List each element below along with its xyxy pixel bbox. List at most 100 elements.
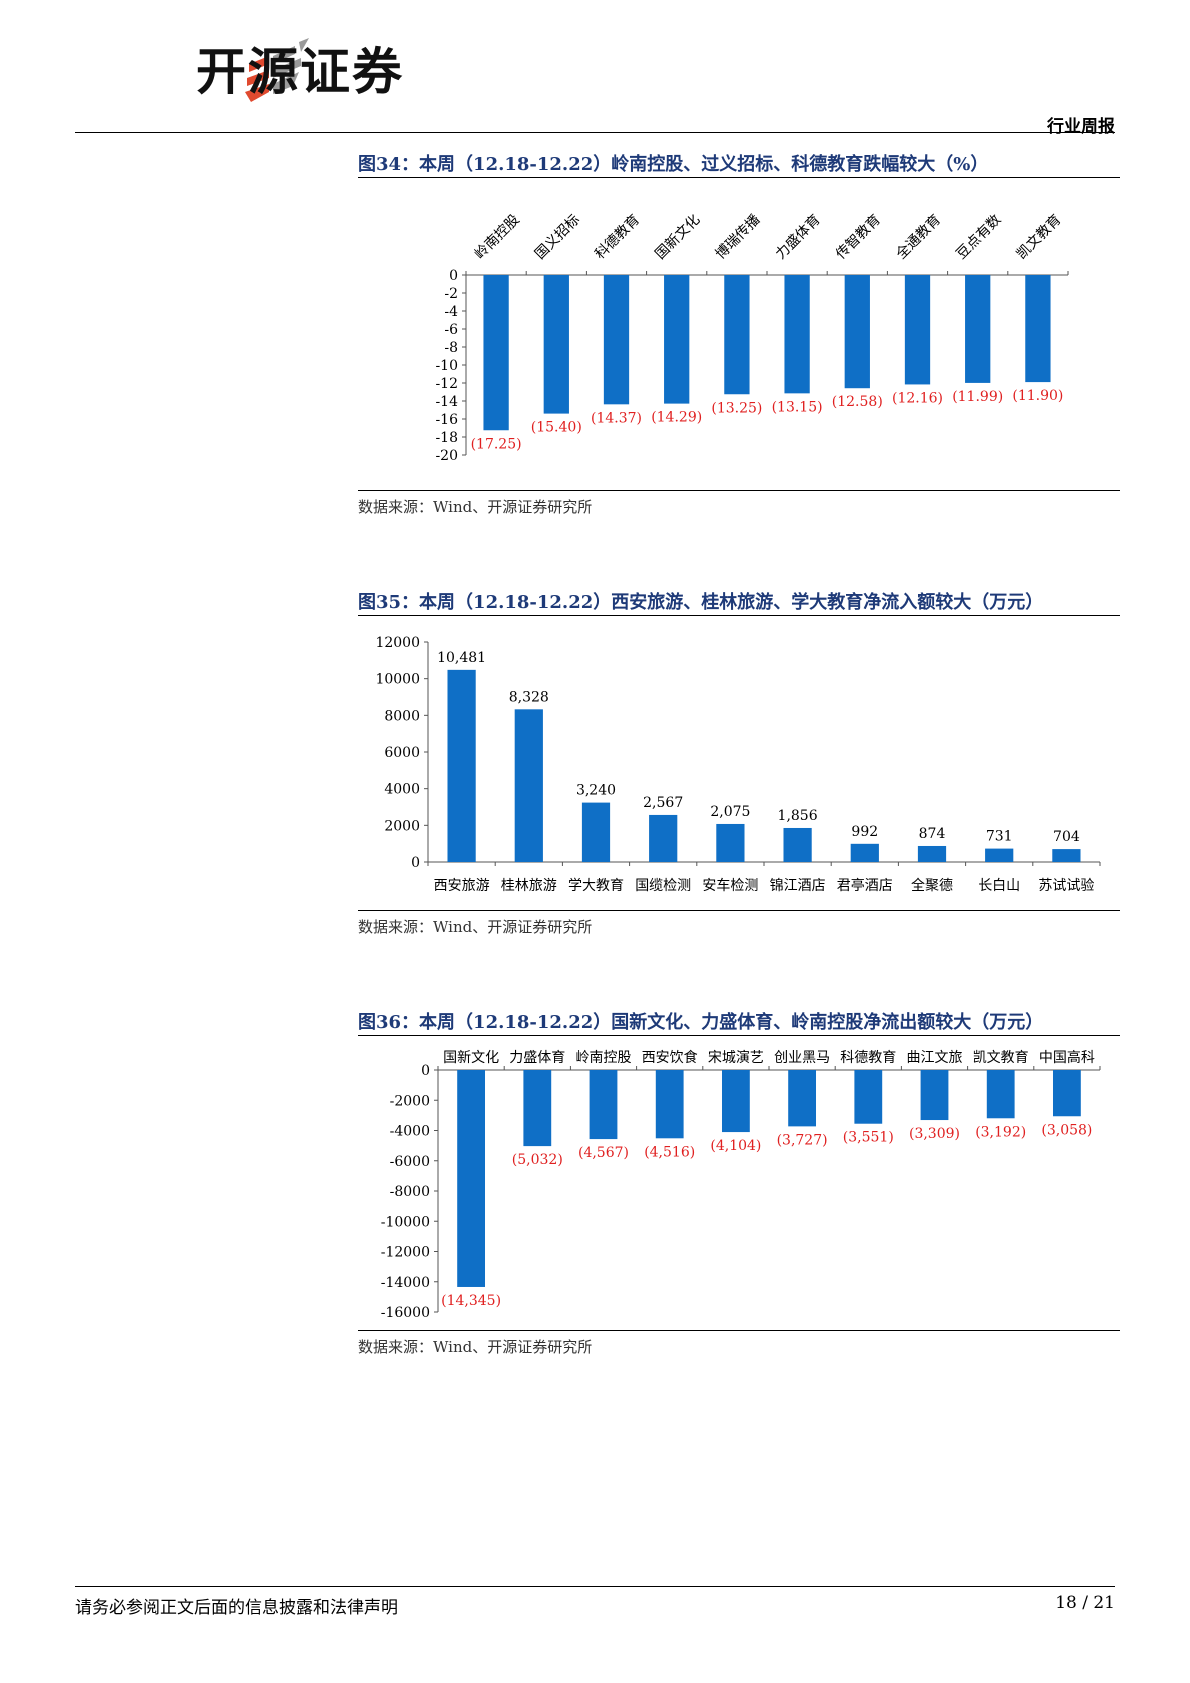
y-tick-label: -6000 (390, 1154, 430, 1170)
category-label: 桂林旅游 (501, 878, 557, 894)
category-label: 岭南控股 (576, 1050, 632, 1066)
chart-35-svg: 12000 10000 8000 6000 4000 2000 0 10,481 西安旅游 8,3… (375, 635, 1101, 894)
figure-34-chart: 0 -2 -4 -6 -8 -10 -12 -14 -16 -18 -20 (17.25) 岭南控股 (1… (358, 180, 1120, 480)
data-label: (4,104) (710, 1138, 761, 1154)
y-tick-label: -18 (435, 430, 458, 446)
figure-34-source: 数据来源：Wind、开源证券研究所 (358, 498, 593, 516)
bar (543, 275, 569, 414)
chart-36-svg: 0 -2000 -4000 -6000 -8000 -10000 -12000 -14000 -… (381, 1049, 1101, 1321)
bar (523, 1070, 552, 1147)
data-label: (4,567) (578, 1145, 629, 1161)
y-tick-label: -16 (435, 412, 458, 428)
data-label: (17.25) (471, 436, 522, 452)
data-label: (14.37) (591, 410, 642, 426)
data-label: (5,032) (512, 1152, 563, 1168)
category-label: 学大教育 (568, 878, 624, 894)
y-tick-label: -20 (435, 448, 458, 464)
bar (447, 669, 476, 862)
figure-35-title: 图35：本周（12.18-12.22）西安旅游、桂林旅游、学大教育净流入额较大（… (358, 592, 1044, 613)
y-tick-label: -16000 (381, 1305, 430, 1321)
data-label: (14.29) (651, 410, 702, 426)
report-type: 行业周报 (1047, 117, 1115, 137)
y-tick-label: -14000 (381, 1275, 430, 1291)
bar (724, 275, 750, 395)
bar (986, 1070, 1015, 1119)
category-label: 凯文教育 (1014, 212, 1065, 263)
category-label: 科德教育 (840, 1050, 896, 1066)
category-label: 创业黑马 (774, 1050, 830, 1066)
data-label: (15.40) (531, 420, 582, 436)
category-label: 豆点有数 (953, 212, 1004, 263)
figure-36-source: 数据来源：Wind、开源证券研究所 (358, 1338, 593, 1356)
y-tick-label: -2000 (390, 1093, 430, 1109)
footer-disclaimer: 请务必参阅正文后面的信息披露和法律声明 (75, 1598, 398, 1618)
bar (788, 1070, 817, 1127)
data-label: (11.90) (1012, 388, 1063, 404)
figure-35-chart: 12000 10000 8000 6000 4000 2000 0 10,481 西安旅游 8,3… (358, 620, 1120, 910)
y-tick-label: -12 (435, 376, 458, 392)
y-tick-label: -14 (435, 394, 458, 410)
header-divider (75, 132, 1115, 133)
category-label: 苏试试验 (1038, 878, 1094, 894)
category-label: 全通教育 (893, 211, 945, 263)
y-tick-label: -10 (435, 358, 458, 374)
figure-36-chart: 0 -2000 -4000 -6000 -8000 -10000 -12000 -14000 -… (358, 1040, 1120, 1330)
y-tick-label: 10000 (375, 672, 420, 688)
bar (589, 1070, 618, 1140)
bar (1052, 849, 1081, 862)
bar (920, 1070, 949, 1121)
category-label: 力盛体育 (509, 1050, 565, 1066)
y-tick-label: -8 (444, 340, 458, 356)
y-tick-label: -8000 (390, 1184, 430, 1200)
y-tick-label: 4000 (384, 782, 420, 798)
data-label: (3,309) (909, 1126, 960, 1142)
y-tick-label: 8000 (384, 708, 420, 724)
figure-34-bottom-rule (358, 490, 1120, 491)
y-tick-label: -4000 (390, 1124, 430, 1140)
data-label: (11.99) (952, 389, 1003, 405)
data-label: (12.16) (892, 390, 943, 406)
data-label: (14,345) (441, 1293, 501, 1309)
data-label: 874 (919, 826, 946, 842)
bar (1025, 275, 1051, 383)
y-tick-label: 6000 (384, 745, 420, 761)
y-tick-label: -12000 (381, 1245, 430, 1261)
category-label: 传智教育 (833, 212, 884, 263)
bar (904, 275, 931, 385)
y-tick-label: -4 (444, 304, 458, 320)
page-number: 18 / 21 (1055, 1593, 1115, 1613)
data-label: (4,516) (644, 1144, 695, 1160)
category-label: 全聚德 (911, 877, 953, 894)
category-label: 安车检测 (702, 877, 758, 894)
chart-34-svg: 0 -2 -4 -6 -8 -10 -12 -14 -16 -18 -20 (17.25) 岭南控股 (1… (435, 211, 1069, 464)
brand-logo (245, 38, 309, 102)
category-label: 国义招标 (532, 212, 583, 263)
bar (721, 1070, 750, 1133)
bar (655, 1070, 684, 1139)
bar (844, 275, 870, 389)
category-label: 岭南控股 (472, 212, 523, 263)
bar (483, 275, 509, 431)
category-label: 宋城演艺 (708, 1050, 764, 1066)
category-label: 凯文教育 (973, 1050, 1029, 1066)
bar (1052, 1070, 1081, 1117)
category-label: 西安旅游 (434, 878, 490, 894)
figure-34-title: 图34：本周（12.18-12.22）岭南控股、过义招标、科德教育跌幅较大（%） (358, 154, 989, 175)
data-label: 2,567 (643, 795, 683, 811)
y-tick-label: 2000 (384, 818, 420, 834)
bar (457, 1070, 486, 1287)
y-tick-label: 12000 (375, 635, 420, 651)
brand-name: 开源证券 (196, 43, 404, 101)
bar (664, 275, 690, 404)
y-tick-label: -10000 (381, 1214, 430, 1230)
data-label: 3,240 (576, 783, 616, 799)
category-label: 西安饮食 (642, 1049, 698, 1066)
y-tick-label: -6 (444, 322, 458, 338)
data-label: 10,481 (437, 650, 486, 666)
bar (514, 709, 543, 862)
figure-34-title-rule (358, 177, 1120, 178)
figure-35-bottom-rule (358, 910, 1120, 911)
category-label: 国新文化 (652, 212, 703, 263)
y-tick-label: 0 (411, 855, 420, 871)
bar (850, 843, 879, 862)
